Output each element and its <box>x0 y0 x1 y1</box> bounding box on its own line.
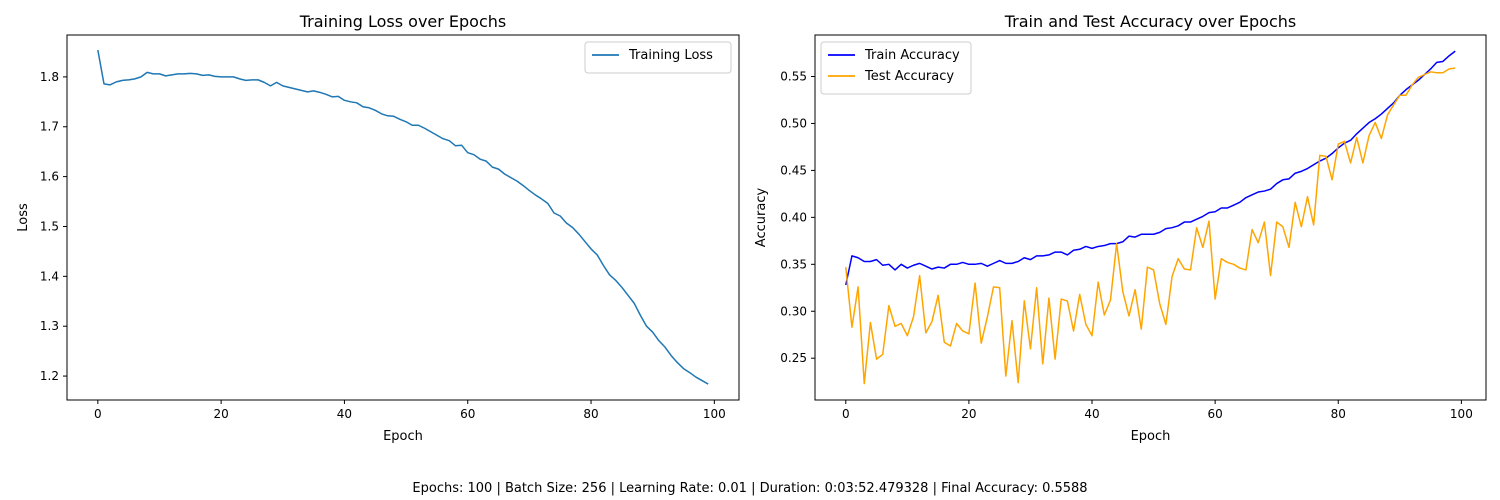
accuracy-chart-legend-label: Train Accuracy <box>864 48 960 63</box>
accuracy-chart: Train and Test Accuracy over Epochs Epoc… <box>754 12 1487 444</box>
run-summary-footer: Epochs: 100 | Batch Size: 256 | Learning… <box>412 481 1088 496</box>
loss-chart-xtick-label: 80 <box>583 407 598 421</box>
loss-chart-ylabel: Loss <box>16 203 31 232</box>
accuracy-chart-ticks: 0 20 40 60 80 100 0.25 0.30 0.35 0.40 0.45 0.50 0.55 <box>780 70 1473 421</box>
loss-chart-ytick-label: 1.2 <box>40 369 59 383</box>
accuracy-chart-xtick-label: 0 <box>842 407 850 421</box>
accuracy-chart-series-train-accuracy <box>845 50 1456 286</box>
loss-chart-ytick-label: 1.5 <box>40 219 59 233</box>
loss-chart-ytick-label: 1.3 <box>40 319 59 333</box>
loss-chart-ytick-label: 1.6 <box>40 170 59 184</box>
accuracy-chart-legend: Train Accuracy Test Accuracy <box>820 41 972 95</box>
accuracy-chart-xtick-label: 40 <box>1084 407 1099 421</box>
accuracy-chart-series-test-accuracy <box>845 67 1456 385</box>
loss-chart-ytick-label: 1.8 <box>40 70 59 84</box>
accuracy-chart-ytick-label: 0.30 <box>780 304 807 318</box>
loss-chart-xlabel: Epoch <box>383 429 423 444</box>
accuracy-chart-plot-area <box>814 34 1487 401</box>
loss-chart-xtick-label: 40 <box>337 407 352 421</box>
accuracy-chart-ytick-label: 0.45 <box>780 163 807 177</box>
loss-chart-ytick-label: 1.4 <box>40 269 59 283</box>
accuracy-chart-xtick-label: 20 <box>961 407 976 421</box>
accuracy-chart-lines <box>845 50 1456 385</box>
loss-chart-legend-label: Training Loss <box>628 48 713 63</box>
loss-chart-plot-area <box>66 34 740 401</box>
accuracy-chart-legend-label: Test Accuracy <box>864 69 954 84</box>
accuracy-chart-ytick-label: 0.50 <box>780 116 807 130</box>
loss-chart-ytick-label: 1.7 <box>40 120 59 134</box>
accuracy-chart-ytick-label: 0.25 <box>780 351 807 365</box>
loss-chart-xtick-label: 20 <box>213 407 228 421</box>
accuracy-chart-ytick-label: 0.40 <box>780 210 807 224</box>
loss-chart-series-training-loss <box>97 49 709 385</box>
loss-chart-xtick-label: 0 <box>94 407 102 421</box>
accuracy-chart-xtick-label: 80 <box>1331 407 1346 421</box>
accuracy-chart-title: Train and Test Accuracy over Epochs <box>1004 12 1296 31</box>
accuracy-chart-xtick-label: 100 <box>1450 407 1473 421</box>
loss-chart-legend: Training Loss <box>584 41 732 74</box>
accuracy-chart-xlabel: Epoch <box>1131 429 1171 444</box>
accuracy-chart-ytick-label: 0.35 <box>780 257 807 271</box>
loss-chart-title: Training Loss over Epochs <box>299 12 507 31</box>
loss-chart-legend-box <box>584 41 732 74</box>
loss-chart-xtick-label: 60 <box>460 407 475 421</box>
loss-chart-ticks: 0 20 40 60 80 100 1.2 1.3 1.4 1.5 1.6 1.7 1.8 <box>40 70 726 421</box>
loss-chart: Training Loss over Epochs Epoch Loss 0 20… <box>16 12 740 444</box>
accuracy-chart-legend-box <box>820 41 972 95</box>
accuracy-chart-ylabel: Accuracy <box>754 188 769 248</box>
loss-chart-lines <box>97 49 709 385</box>
accuracy-chart-ytick-label: 0.55 <box>780 70 807 84</box>
loss-chart-xtick-label: 100 <box>703 407 726 421</box>
accuracy-chart-xtick-label: 60 <box>1207 407 1222 421</box>
